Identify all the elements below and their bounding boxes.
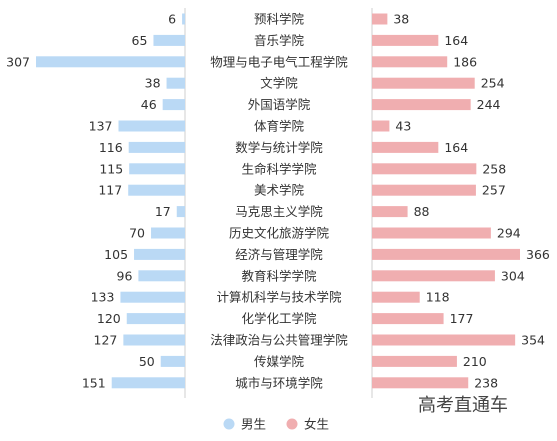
data-label-male: 120	[97, 311, 121, 326]
data-label-male: 96	[117, 268, 133, 283]
data-label-female: 304	[501, 268, 525, 283]
data-label-female: 164	[444, 140, 468, 155]
bar-female	[372, 313, 444, 325]
bar-male	[160, 355, 185, 367]
data-label-male: 46	[141, 97, 157, 112]
bar-male	[162, 99, 185, 111]
data-label-female: 164	[444, 33, 468, 48]
legend-label-male: 男生	[241, 417, 266, 432]
category-label: 物理与电子电气工程学院	[210, 54, 348, 69]
bar-female	[372, 377, 469, 389]
category-label: 文学院	[260, 76, 298, 91]
bar-female	[372, 334, 516, 346]
category-label: 体育学院	[254, 119, 305, 134]
bar-female	[372, 120, 390, 132]
bar-male	[151, 227, 185, 239]
category-label: 马克思主义学院	[235, 204, 323, 219]
data-label-male: 50	[139, 354, 155, 369]
data-label-male: 116	[99, 140, 123, 155]
data-label-female: 118	[426, 290, 450, 305]
bar-female	[372, 13, 388, 25]
data-label-female: 88	[414, 204, 430, 219]
bar-male	[118, 120, 185, 132]
bar-male	[126, 313, 185, 325]
data-label-female: 38	[393, 12, 409, 27]
data-label-male: 151	[82, 375, 106, 390]
data-label-male: 137	[89, 119, 113, 134]
category-label: 传媒学院	[254, 354, 305, 369]
data-label-male: 38	[145, 76, 161, 91]
bar-female	[372, 270, 495, 282]
bar-female	[372, 227, 491, 239]
bar-male	[128, 184, 185, 196]
bar-female	[372, 291, 420, 303]
bar-male	[182, 13, 185, 25]
category-label: 美术学院	[254, 183, 305, 198]
bar-male	[138, 270, 185, 282]
legend-marker-male	[223, 418, 235, 430]
data-label-male: 127	[94, 333, 118, 348]
data-label-female: 366	[526, 247, 550, 262]
legend-marker-female	[286, 418, 298, 430]
data-label-female: 210	[463, 354, 487, 369]
bar-male	[153, 34, 185, 46]
category-label: 经济与管理学院	[235, 247, 323, 262]
category-label: 化学化工学院	[241, 311, 317, 326]
category-label: 城市与环境学院	[235, 375, 323, 390]
category-label: 历史文化旅游学院	[229, 226, 330, 241]
data-label-female: 254	[481, 76, 505, 91]
bar-male	[120, 291, 185, 303]
bar-female	[372, 56, 448, 68]
bar-male	[176, 206, 185, 218]
data-label-male: 115	[99, 161, 123, 176]
data-label-female: 257	[482, 183, 506, 198]
bar-male	[134, 248, 185, 260]
bar-male	[123, 334, 185, 346]
legend-label-female: 女生	[304, 417, 329, 432]
category-label: 外国语学院	[248, 97, 311, 112]
bar-male	[128, 141, 185, 153]
category-label: 数学与统计学院	[235, 140, 323, 155]
bar-female	[372, 34, 439, 46]
data-label-female: 177	[450, 311, 474, 326]
data-label-male: 133	[91, 290, 115, 305]
bar-female	[372, 248, 520, 260]
bar-female	[372, 355, 457, 367]
data-label-male: 65	[132, 33, 148, 48]
data-label-female: 258	[482, 161, 506, 176]
bar-female	[372, 163, 477, 175]
data-label-female: 294	[497, 226, 521, 241]
data-label-female: 354	[521, 333, 545, 348]
data-label-female: 238	[474, 375, 498, 390]
bar-female	[372, 184, 476, 196]
data-label-male: 307	[6, 54, 30, 69]
data-label-male: 70	[129, 226, 145, 241]
bar-female	[372, 99, 471, 111]
bar-female	[372, 77, 475, 89]
data-label-male: 105	[104, 247, 128, 262]
data-label-female: 244	[477, 97, 501, 112]
category-label: 生命科学学院	[241, 161, 317, 176]
bar-female	[372, 206, 408, 218]
category-label: 法律政治与公共管理学院	[210, 333, 348, 348]
bar-male	[36, 56, 185, 68]
category-label: 计算机科学与技术学院	[216, 290, 342, 305]
category-label: 预科学院	[254, 12, 305, 27]
category-label: 音乐学院	[254, 33, 305, 48]
bar-male	[129, 163, 185, 175]
data-label-female: 186	[453, 54, 477, 69]
bar-male	[111, 377, 185, 389]
data-label-male: 117	[98, 183, 122, 198]
data-label-male: 17	[155, 204, 171, 219]
category-label: 教育科学学院	[241, 268, 317, 283]
bar-male	[166, 77, 185, 89]
data-label-female: 43	[395, 119, 411, 134]
bar-female	[372, 141, 439, 153]
data-label-male: 6	[168, 12, 176, 27]
watermark-text: 高考直通车	[418, 395, 508, 416]
